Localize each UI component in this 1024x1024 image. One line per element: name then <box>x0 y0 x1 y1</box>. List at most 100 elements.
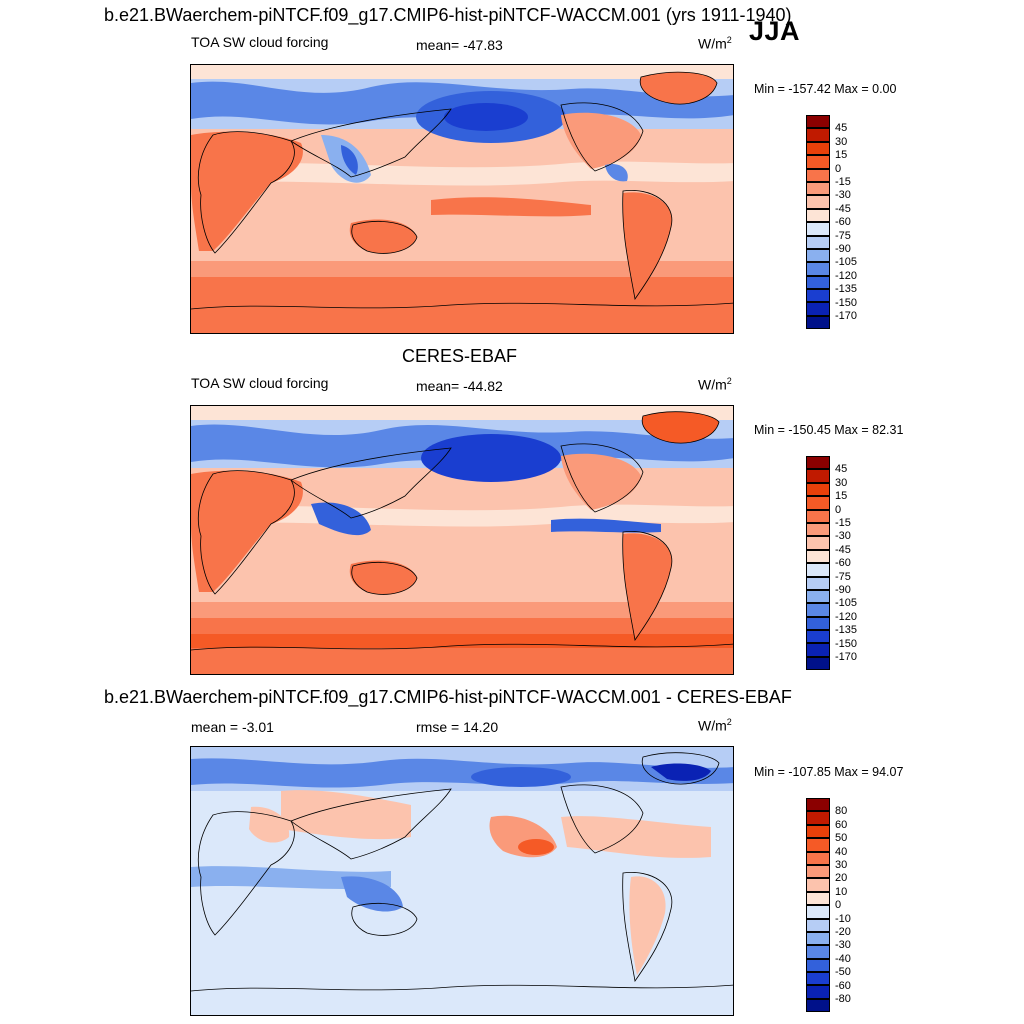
colorbar-swatch <box>806 456 830 470</box>
colorbar-tick-label: 45 <box>835 122 848 135</box>
colorbar-tick-label: -135 <box>835 624 858 637</box>
colorbar-tick-label: 30 <box>835 859 848 871</box>
colorbar-tick-label: -120 <box>835 610 858 623</box>
panel2-variable: TOA SW cloud forcing <box>191 375 329 391</box>
colorbar-swatch <box>806 315 830 330</box>
colorbar-tick-label: -90 <box>835 243 851 255</box>
colorbar-swatch <box>806 851 830 865</box>
colorbar-tick-label: 80 <box>835 805 848 818</box>
colorbar-tick-label: -75 <box>835 570 851 583</box>
colorbar-tick-label: 0 <box>835 162 842 175</box>
colorbar-swatch <box>806 563 830 577</box>
colorbar-tick-label: 20 <box>835 872 848 885</box>
colorbar-swatch <box>806 168 830 182</box>
colorbar-swatch <box>806 115 830 129</box>
colorbar-swatch <box>806 536 830 550</box>
colorbar-tick-label: -105 <box>835 256 858 269</box>
colorbar-tick-label: -60 <box>835 216 851 229</box>
panel3-title: b.e21.BWaerchem-piNTCF.f09_g17.CMIP6-his… <box>104 687 792 707</box>
colorbar-tick-label: -150 <box>835 296 858 309</box>
colorbar-tick-label: -80 <box>835 993 851 1005</box>
colorbar-tick-label: -15 <box>835 517 851 529</box>
colorbar-swatch <box>806 918 830 932</box>
colorbar-tick-label: -10 <box>835 912 851 925</box>
colorbar-swatch <box>806 208 830 223</box>
panel1-colorbar <box>806 115 830 330</box>
colorbar-swatch <box>806 589 830 604</box>
colorbar-swatch <box>806 972 830 986</box>
units-base: W/m <box>698 717 727 734</box>
colorbar-swatch <box>806 616 830 631</box>
units-base: W/m <box>698 376 727 393</box>
panel1-mean: mean= -47.83 <box>416 37 503 53</box>
units-exponent: 2 <box>726 35 732 45</box>
panel1-map <box>190 64 734 334</box>
panel3-units: W/m2 <box>698 717 732 734</box>
colorbar-tick-label: -135 <box>835 283 858 296</box>
colorbar-swatch <box>806 891 830 906</box>
colorbar-tick-label: -60 <box>835 979 851 992</box>
colorbar-tick-label: -45 <box>835 543 851 556</box>
colorbar-tick-label: -150 <box>835 637 858 650</box>
colorbar-swatch <box>806 656 830 671</box>
colorbar-swatch <box>806 496 830 510</box>
units-exponent: 2 <box>726 717 732 727</box>
colorbar-tick-label: -40 <box>835 952 851 965</box>
panel1-title: b.e21.BWaerchem-piNTCF.f09_g17.CMIP6-his… <box>104 5 792 25</box>
colorbar-tick-label: -50 <box>835 966 851 979</box>
colorbar-swatch <box>806 864 830 879</box>
colorbar-swatch <box>806 878 830 892</box>
colorbar-swatch <box>806 549 830 564</box>
colorbar-swatch <box>806 275 830 290</box>
colorbar-swatch <box>806 248 830 263</box>
colorbar-swatch <box>806 945 830 959</box>
colorbar-tick-label: -30 <box>835 939 851 952</box>
colorbar-swatch <box>806 838 830 852</box>
colorbar-tick-label: 50 <box>835 832 848 845</box>
panel3-colorbar <box>806 798 830 1013</box>
colorbar-swatch <box>806 141 830 156</box>
colorbar-swatch <box>806 469 830 483</box>
colorbar-swatch <box>806 643 830 657</box>
panel2-units: W/m2 <box>698 376 732 393</box>
colorbar-swatch <box>806 302 830 316</box>
panel3-mean: mean = -3.01 <box>191 719 274 735</box>
colorbar-swatch <box>806 824 830 839</box>
panel2-colorbar <box>806 456 830 671</box>
colorbar-swatch <box>806 798 830 812</box>
colorbar-tick-label: 30 <box>835 135 848 148</box>
panel2-map <box>190 405 734 675</box>
colorbar-tick-label: -60 <box>835 557 851 570</box>
colorbar-tick-label: 30 <box>835 476 848 489</box>
colorbar-swatch <box>806 998 830 1013</box>
colorbar-swatch <box>806 630 830 644</box>
colorbar-tick-label: 15 <box>835 149 848 162</box>
colorbar-tick-label: -30 <box>835 189 851 202</box>
colorbar-swatch <box>806 958 830 973</box>
colorbar-tick-label: -45 <box>835 202 851 215</box>
colorbar-swatch <box>806 905 830 919</box>
panel2-minmax: Min = -150.45 Max = 82.31 <box>754 423 904 437</box>
panel3-rmse: rmse = 14.20 <box>416 719 499 735</box>
panel3-map <box>190 746 734 1016</box>
colorbar-tick-label: 45 <box>835 463 848 476</box>
colorbar-tick-label: 0 <box>835 503 842 516</box>
colorbar-tick-label: -120 <box>835 269 858 282</box>
colorbar-swatch <box>806 811 830 825</box>
season-label: JJA <box>749 16 801 46</box>
panel1-variable: TOA SW cloud forcing <box>191 34 329 50</box>
colorbar-tick-label: -170 <box>835 651 858 663</box>
colorbar-swatch <box>806 181 830 196</box>
colorbar-swatch <box>806 522 830 537</box>
colorbar-tick-label: -15 <box>835 176 851 188</box>
colorbar-swatch <box>806 603 830 617</box>
panel2-mean: mean= -44.82 <box>416 378 503 394</box>
colorbar-tick-label: -75 <box>835 229 851 242</box>
colorbar-tick-label: 15 <box>835 490 848 503</box>
panel1-minmax: Min = -157.42 Max = 0.00 <box>754 82 897 96</box>
colorbar-tick-label: -105 <box>835 597 858 610</box>
colorbar-swatch <box>806 155 830 169</box>
colorbar-tick-label: -20 <box>835 926 851 938</box>
units-exponent: 2 <box>726 376 732 386</box>
colorbar-swatch <box>806 509 830 523</box>
